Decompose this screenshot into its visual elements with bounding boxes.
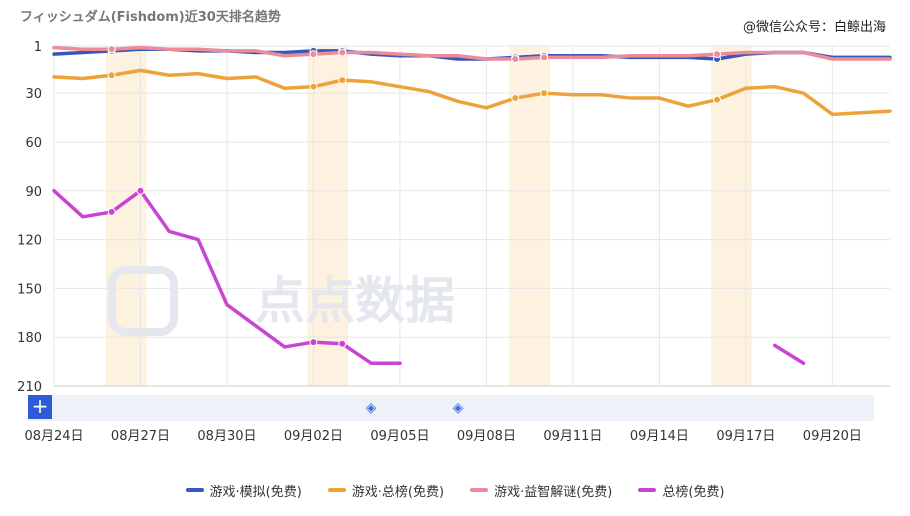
legend-item[interactable]: 游戏·模拟(免费) (185, 481, 302, 500)
series-point-4 (309, 338, 318, 347)
x-tick-label: 09月08日 (457, 429, 516, 444)
legend-swatch (185, 488, 204, 492)
add-button[interactable]: + (28, 395, 52, 419)
series-point-2 (309, 82, 318, 91)
series-point-2 (107, 71, 116, 80)
y-tick-label: 1 (34, 40, 42, 55)
series-point-2 (338, 76, 347, 85)
y-tick-label: 60 (25, 136, 42, 151)
legend-item[interactable]: 游戏·益智解谜(免费) (470, 481, 612, 500)
x-tick-label: 08月27日 (111, 429, 170, 444)
series-point-4 (107, 207, 116, 216)
x-tick-label: 09月11日 (543, 429, 602, 444)
x-tick-label: 09月20日 (803, 429, 862, 444)
watermark-credit: @微信公众号：白鲸出海 (742, 20, 886, 35)
watermark-text: 点点数据 (255, 272, 455, 330)
series-point-4 (136, 186, 145, 195)
legend-label: 游戏·模拟(免费) (209, 484, 302, 500)
legend-swatch (470, 488, 489, 492)
x-tick-label: 09月05日 (370, 429, 429, 444)
legend-item[interactable]: 游戏·总榜(免费) (327, 481, 445, 500)
x-tick-label: 09月17日 (716, 429, 775, 444)
x-tick-label: 09月14日 (630, 429, 689, 444)
event-marker-icon[interactable]: ◈ (365, 400, 377, 416)
series-line-3 (52, 45, 892, 61)
series-line-4 (772, 343, 806, 365)
x-tick-label: 08月24日 (24, 429, 83, 444)
series-point-3 (107, 45, 116, 54)
series-point-3 (713, 50, 722, 59)
highlight-band (509, 46, 551, 386)
y-tick-label: 120 (17, 234, 42, 249)
event-marker-icon[interactable]: ◈ (452, 400, 464, 416)
legend-label: 总榜(免费) (662, 484, 725, 500)
legend-label: 游戏·总榜(免费) (351, 484, 445, 500)
y-tick-label: 30 (25, 87, 42, 102)
series-line-2 (52, 68, 892, 117)
x-tick-label: 09月02日 (284, 429, 343, 444)
highlight-band (307, 46, 349, 386)
series-point-3 (309, 50, 318, 59)
legend-swatch (327, 488, 346, 492)
legend-item[interactable]: 总榜(免费) (638, 481, 725, 500)
legend-swatch (638, 488, 657, 492)
watermark-logo (108, 266, 178, 336)
y-tick-label: 210 (17, 380, 42, 395)
series-point-4 (338, 339, 347, 348)
legend-label: 游戏·益智解谜(免费) (494, 484, 613, 500)
chart-legend: 游戏·模拟(免费) 游戏·总榜(免费) 游戏·益智解谜(免费) 总榜(免费) (0, 480, 910, 500)
series-point-2 (540, 89, 549, 98)
y-tick-label: 150 (17, 282, 42, 297)
series-point-2 (713, 95, 722, 104)
x-tick-label: 08月30日 (197, 429, 256, 444)
series-point-2 (511, 94, 520, 103)
zoom-slider-track[interactable] (28, 395, 874, 421)
series-point-3 (540, 53, 549, 62)
series-point-3 (338, 48, 347, 57)
rank-trend-chart: 1 30 60 90 120 150 180 210 08月24日 08月27日 08月30日 09月… (17, 40, 892, 444)
series-point-3 (511, 55, 520, 64)
y-tick-label: 90 (25, 185, 42, 200)
chart-title: フィッシュダム(Fishdom)近30天排名趋势 (20, 10, 281, 25)
y-tick-label: 180 (17, 331, 42, 346)
